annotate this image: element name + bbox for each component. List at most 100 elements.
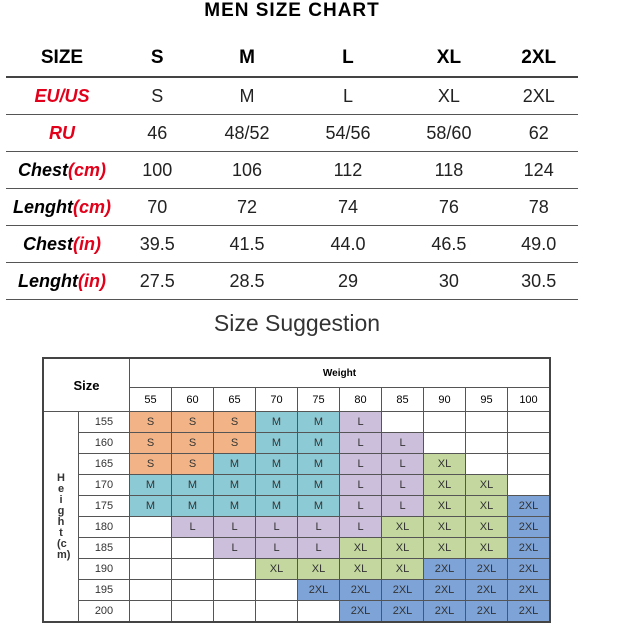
size-cell: L xyxy=(213,537,256,559)
value-cell: 46.5 xyxy=(398,225,500,263)
size-cell: M xyxy=(255,411,298,433)
size-cell: M xyxy=(255,474,298,496)
size-cell xyxy=(129,537,172,559)
height-value: 200 xyxy=(78,600,130,623)
size-cell: 2XL xyxy=(297,579,340,601)
size-cell: S xyxy=(129,432,172,454)
size-cell: 2XL xyxy=(381,579,424,601)
size-cell: 2XL xyxy=(339,579,382,601)
label-text: Chest xyxy=(17,159,68,180)
size-cell: L xyxy=(255,537,298,559)
size-cell: M xyxy=(213,474,256,496)
size-cell xyxy=(213,558,256,580)
table-row: RU 46 48/52 54/56 58/60 62 xyxy=(6,114,578,152)
value-cell: 112 xyxy=(297,151,399,189)
size-cell: 2XL xyxy=(507,600,551,623)
weight-value: 55 xyxy=(129,387,172,412)
value-cell: 30 xyxy=(398,262,500,300)
row-label: EU/US xyxy=(6,77,118,115)
size-table-header: SIZE S M L XL 2XL xyxy=(6,40,578,78)
size-cell: XL xyxy=(465,516,508,538)
table-row: Chest(cm) 100 106 112 118 124 xyxy=(6,151,578,189)
size-cell: L xyxy=(381,474,424,496)
height-value: 155 xyxy=(78,411,130,433)
label-text: EU/US xyxy=(34,85,90,106)
size-cell: M xyxy=(255,453,298,475)
weight-row: 55 60 65 70 75 80 85 90 95 100 xyxy=(43,387,551,412)
size-cell: L xyxy=(381,453,424,475)
size-cell: XL xyxy=(423,516,466,538)
size-cell: L xyxy=(339,432,382,454)
value-cell: 54/56 xyxy=(297,114,399,152)
header-cell: L xyxy=(297,40,399,78)
value-cell: 106 xyxy=(196,151,298,189)
row-label: RU xyxy=(6,114,118,152)
header-cell: S xyxy=(118,40,197,78)
size-cell: L xyxy=(213,516,256,538)
height-value: 185 xyxy=(78,537,130,559)
size-cell: S xyxy=(129,453,172,475)
size-cell: XL xyxy=(465,537,508,559)
table-row: 195 2XL 2XL 2XL 2XL 2XL 2XL xyxy=(43,579,551,601)
value-cell: 78 xyxy=(499,188,578,226)
height-label-text: Height(cm) xyxy=(57,471,71,561)
size-cell: L xyxy=(297,516,340,538)
row-label: Chest(in) xyxy=(6,225,118,263)
size-cell: M xyxy=(129,495,172,517)
corner-label: Size xyxy=(42,357,130,412)
value-cell: 118 xyxy=(398,151,500,189)
weight-value: 65 xyxy=(213,387,256,412)
value-cell: 30.5 xyxy=(499,262,578,300)
value-cell: 41.5 xyxy=(196,225,298,263)
value-cell: 27.5 xyxy=(118,262,197,300)
label-text: RU xyxy=(49,122,75,143)
size-cell: L xyxy=(171,516,214,538)
size-cell: XL xyxy=(423,474,466,496)
weight-value: 85 xyxy=(381,387,424,412)
size-cell xyxy=(213,600,256,623)
size-cell: 2XL xyxy=(507,558,551,580)
size-suggestion-grid: Size Weight 55 60 65 70 75 80 85 90 95 100 Height(cm… xyxy=(42,357,551,623)
size-cell: M xyxy=(297,474,340,496)
size-cell: XL xyxy=(339,537,382,559)
table-row: 185 L L L XL XL XL XL 2XL xyxy=(43,537,551,559)
value-cell: 70 xyxy=(118,188,197,226)
size-cell: S xyxy=(171,453,214,475)
size-cell xyxy=(465,432,508,454)
value-cell: 28.5 xyxy=(196,262,298,300)
size-cell: L xyxy=(339,474,382,496)
weight-value: 75 xyxy=(297,387,340,412)
label-text: Chest xyxy=(23,233,74,254)
value-cell: 74 xyxy=(297,188,399,226)
value-cell: L xyxy=(297,77,399,115)
value-cell: 124 xyxy=(499,151,578,189)
size-cell: XL xyxy=(381,516,424,538)
header-cell: XL xyxy=(398,40,500,78)
unit-text: (cm) xyxy=(68,159,107,180)
height-value: 165 xyxy=(78,453,130,475)
size-cell xyxy=(507,474,551,496)
value-cell: 76 xyxy=(398,188,500,226)
size-cell xyxy=(423,432,466,454)
size-cell: S xyxy=(213,411,256,433)
size-cell: M xyxy=(213,453,256,475)
unit-text: (in) xyxy=(78,270,106,291)
size-cell xyxy=(507,411,551,433)
size-cell: XL xyxy=(381,558,424,580)
size-cell: L xyxy=(297,537,340,559)
weight-value: 100 xyxy=(507,387,551,412)
header-cell: SIZE xyxy=(6,40,118,78)
size-cell xyxy=(129,558,172,580)
size-cell xyxy=(465,411,508,433)
size-cell: M xyxy=(213,495,256,517)
size-cell: M xyxy=(171,495,214,517)
value-cell: 58/60 xyxy=(398,114,500,152)
size-cell: L xyxy=(381,432,424,454)
size-cell: XL xyxy=(297,558,340,580)
value-cell: 39.5 xyxy=(118,225,197,263)
table-row: 170 M M M M M L L XL XL xyxy=(43,474,551,496)
size-cell xyxy=(507,432,551,454)
height-label: Height(cm) xyxy=(42,411,79,623)
size-table: SIZE S M L XL 2XL EU/US S M L XL 2XL RU 46 48/52 54/56 5… xyxy=(6,40,578,300)
table-row: 160 S S S M M L L xyxy=(43,432,551,454)
